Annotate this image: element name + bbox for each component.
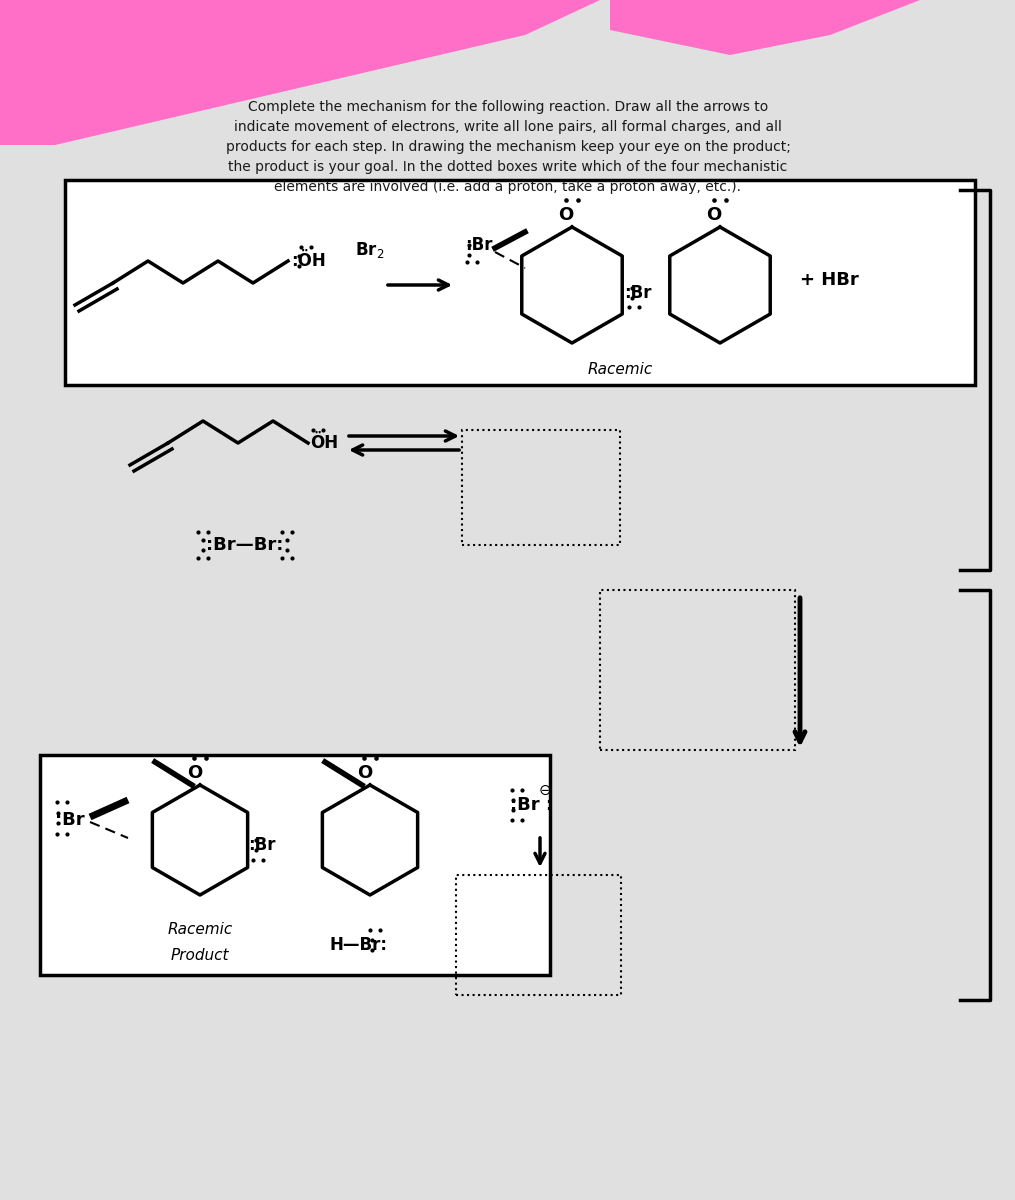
Text: H—Br:: H—Br: (330, 936, 388, 954)
Text: :Br :: :Br : (510, 796, 553, 814)
Text: :Br: :Br (624, 284, 652, 302)
Text: :ÖH: :ÖH (291, 252, 326, 270)
Text: Product: Product (171, 948, 229, 962)
Bar (456, 875, 621, 995)
Bar (600, 590, 795, 750)
Text: O: O (558, 206, 573, 224)
Text: Racemic: Racemic (588, 362, 653, 378)
Bar (462, 430, 620, 545)
Bar (65, 180, 975, 385)
Text: Racemic: Racemic (167, 923, 232, 937)
Text: O: O (706, 206, 722, 224)
Text: ÖH: ÖH (310, 434, 338, 452)
Text: Br$_2$: Br$_2$ (355, 240, 385, 260)
Bar (40, 755, 550, 974)
Polygon shape (610, 0, 1015, 55)
Text: :Br: :Br (248, 836, 275, 854)
Text: O: O (188, 764, 203, 782)
Text: :Br—Br:: :Br—Br: (206, 536, 283, 554)
Polygon shape (0, 0, 600, 145)
Text: + HBr: + HBr (800, 271, 859, 289)
Text: Complete the mechanism for the following reaction. Draw all the arrows to
indica: Complete the mechanism for the following… (225, 100, 791, 194)
Text: :Br: :Br (55, 811, 84, 829)
Text: ⊖: ⊖ (539, 782, 551, 798)
Text: O: O (357, 764, 373, 782)
Text: :Br: :Br (465, 236, 492, 254)
